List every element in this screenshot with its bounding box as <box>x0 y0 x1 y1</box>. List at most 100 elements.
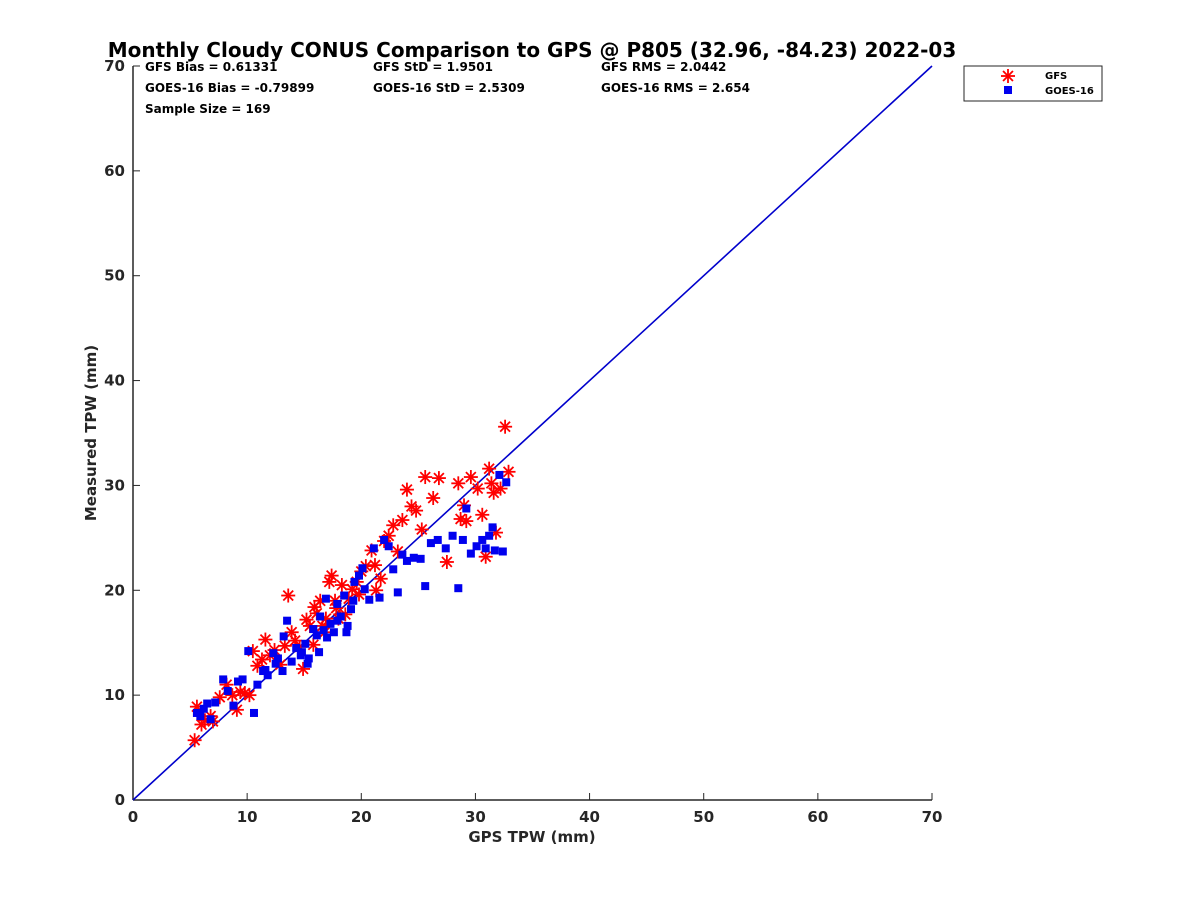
goes16-point <box>488 523 497 532</box>
goes16-point <box>269 649 278 658</box>
gfs-point <box>399 482 414 497</box>
goes16-point <box>365 595 374 604</box>
gfs-point <box>463 470 478 485</box>
plot-area: 0 10 20 30 40 50 60 70 0 10 20 30 40 50 60 70 <box>104 57 942 826</box>
legend-gfs-marker <box>1001 69 1015 83</box>
x-tick-label: 30 <box>465 808 486 826</box>
gfs-point <box>475 507 490 522</box>
goes16-point <box>462 504 471 513</box>
goes16-point <box>278 667 287 676</box>
gfs-point <box>258 632 273 647</box>
goes16-point <box>333 599 342 608</box>
goes16-point <box>426 539 435 548</box>
goes16-point <box>358 564 367 573</box>
stat-text: GFS RMS = 2.0442 <box>601 60 726 74</box>
goes16-point <box>402 556 411 565</box>
goes16-point <box>421 582 430 591</box>
gfs-point <box>386 518 401 533</box>
goes16-point <box>472 542 481 551</box>
gfs-point <box>367 558 382 573</box>
gfs-point <box>381 528 396 543</box>
gfs-point <box>470 481 485 496</box>
goes16-point <box>409 553 418 562</box>
y-tick-label: 10 <box>104 686 125 704</box>
goes16-point <box>398 550 407 559</box>
gfs-point <box>451 476 466 491</box>
goes16-point <box>342 628 351 637</box>
gfs-point <box>409 503 424 518</box>
goes16-point <box>481 544 490 553</box>
gfs-point <box>324 568 339 583</box>
goes16-point <box>458 535 467 544</box>
goes16-point <box>244 647 253 656</box>
gfs-point <box>426 491 441 506</box>
stat-text: GOES-16 Bias = -0.79899 <box>145 81 314 95</box>
goes16-point <box>312 631 321 640</box>
goes16-point <box>393 588 402 597</box>
goes16-point <box>495 470 504 479</box>
legend: GFS GOES-16 <box>963 65 1103 102</box>
goes16-point <box>448 531 457 540</box>
goes16-point <box>347 605 356 614</box>
y-tick-label: 40 <box>104 372 125 390</box>
legend-gfs-label: GFS <box>1045 71 1067 82</box>
goes16-point <box>279 632 288 641</box>
series-goes-16 <box>192 470 511 724</box>
goes16-point <box>253 680 262 689</box>
goes16-point <box>273 654 282 663</box>
goes16-point <box>263 671 272 680</box>
y-tick-label: 70 <box>104 57 125 75</box>
goes16-point <box>326 619 335 628</box>
goes16-point <box>249 708 258 717</box>
statistics-block: GFS Bias = 0.61331 GFS StD = 1.9501 GFS RM… <box>145 60 750 116</box>
goes16-point <box>466 549 475 558</box>
goes16-point <box>206 715 215 724</box>
y-tick-label: 20 <box>104 581 125 599</box>
gfs-point <box>242 688 257 703</box>
legend-box <box>963 65 1103 102</box>
stat-text: GFS StD = 1.9501 <box>373 60 493 74</box>
goes16-point <box>304 654 313 663</box>
gfs-point <box>439 554 454 569</box>
goes16-point <box>234 677 243 686</box>
x-axis-label: GPS TPW (mm) <box>468 828 595 846</box>
goes16-point <box>271 659 280 668</box>
goes16-point <box>355 571 364 580</box>
goes16-point <box>380 535 389 544</box>
gfs-point <box>277 638 292 653</box>
goes16-point <box>478 535 487 544</box>
goes16-point <box>261 665 270 674</box>
goes16-point <box>229 701 238 710</box>
y-tick-label: 50 <box>104 267 125 285</box>
goes16-point <box>238 675 247 684</box>
gfs-point <box>501 464 516 479</box>
goes16-point <box>369 544 378 553</box>
goes16-point <box>498 547 507 556</box>
goes16-point <box>333 616 342 625</box>
stat-text: Sample Size = 169 <box>145 102 271 116</box>
goes16-point <box>340 591 349 600</box>
gfs-point <box>334 578 349 593</box>
goes16-point <box>502 478 511 487</box>
goes16-point <box>350 577 359 586</box>
goes16-point <box>199 704 208 713</box>
y-tick-label: 30 <box>104 476 125 494</box>
goes16-point <box>336 612 345 621</box>
goes16-point <box>454 584 463 593</box>
goes16-point <box>219 675 228 684</box>
gfs-point <box>431 471 446 486</box>
goes16-point <box>203 699 212 708</box>
goes16-point <box>287 657 296 666</box>
gfs-point <box>498 419 513 434</box>
gfs-point <box>418 470 433 485</box>
goes16-point <box>360 585 369 594</box>
x-tick-label: 10 <box>237 808 258 826</box>
goes16-point <box>375 593 384 602</box>
gfs-point <box>373 571 388 586</box>
legend-goes16-marker <box>1004 86 1012 94</box>
goes16-point <box>485 531 494 540</box>
gfs-point <box>459 514 474 529</box>
x-tick-label: 40 <box>579 808 600 826</box>
